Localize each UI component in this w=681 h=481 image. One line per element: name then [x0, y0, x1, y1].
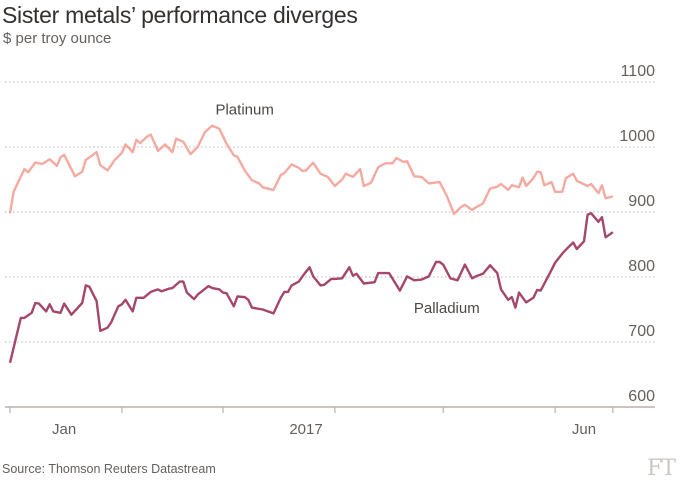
y-tick-label: 1100 — [621, 63, 656, 80]
chart-title: Sister metals’ performance diverges — [2, 2, 358, 28]
y-tick-label: 700 — [628, 323, 655, 340]
y-tick-label: 1000 — [619, 128, 655, 145]
ft-logo: FT — [647, 456, 676, 481]
series-label-platinum: Platinum — [215, 102, 273, 119]
x-tick-label: Jun — [572, 421, 596, 438]
y-tick-label: 900 — [628, 193, 655, 210]
series-line-platinum — [8, 124, 614, 216]
series-label-palladium: Palladium — [414, 300, 480, 317]
y-tick-label: 600 — [628, 388, 655, 405]
series-line-palladium — [8, 212, 614, 364]
chart-subtitle: $ per troy ounce — [3, 30, 112, 47]
x-tick-label: 2017 — [289, 421, 322, 438]
y-tick-label: 800 — [628, 258, 655, 275]
source-note: Source: Thomson Reuters Datastream — [2, 462, 216, 476]
x-tick-label: Jan — [52, 421, 76, 438]
